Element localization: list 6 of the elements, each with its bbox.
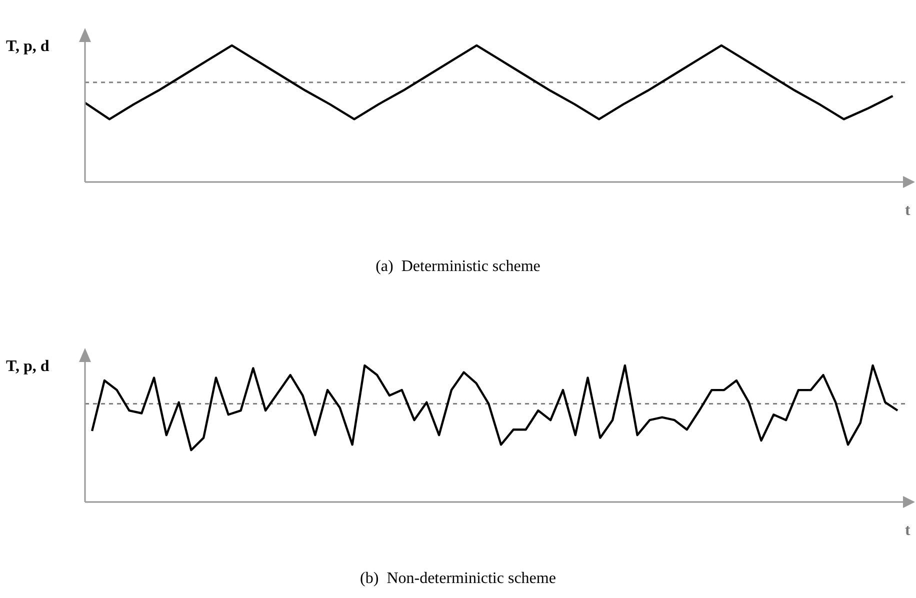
text: (b) Non-determinictic scheme [359, 570, 557, 588]
y-axis-title: T, p, d [6, 358, 50, 376]
y-axis-title: T, p, d [6, 38, 50, 56]
x-axis-title: t [905, 202, 910, 220]
text: (a) Deterministic scheme [374, 258, 542, 276]
x-axis-title: t [905, 522, 910, 540]
